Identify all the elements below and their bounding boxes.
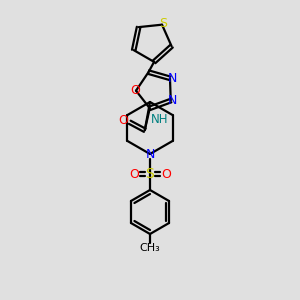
Text: O: O [161, 167, 171, 181]
Text: O: O [130, 84, 140, 97]
Text: O: O [129, 167, 139, 181]
Text: S: S [146, 167, 154, 181]
Text: S: S [159, 17, 167, 30]
Text: N: N [168, 94, 177, 107]
Text: NH: NH [151, 113, 168, 126]
Text: N: N [167, 72, 177, 85]
Text: O: O [118, 114, 128, 127]
Text: CH₃: CH₃ [140, 243, 160, 253]
Text: N: N [145, 148, 155, 161]
